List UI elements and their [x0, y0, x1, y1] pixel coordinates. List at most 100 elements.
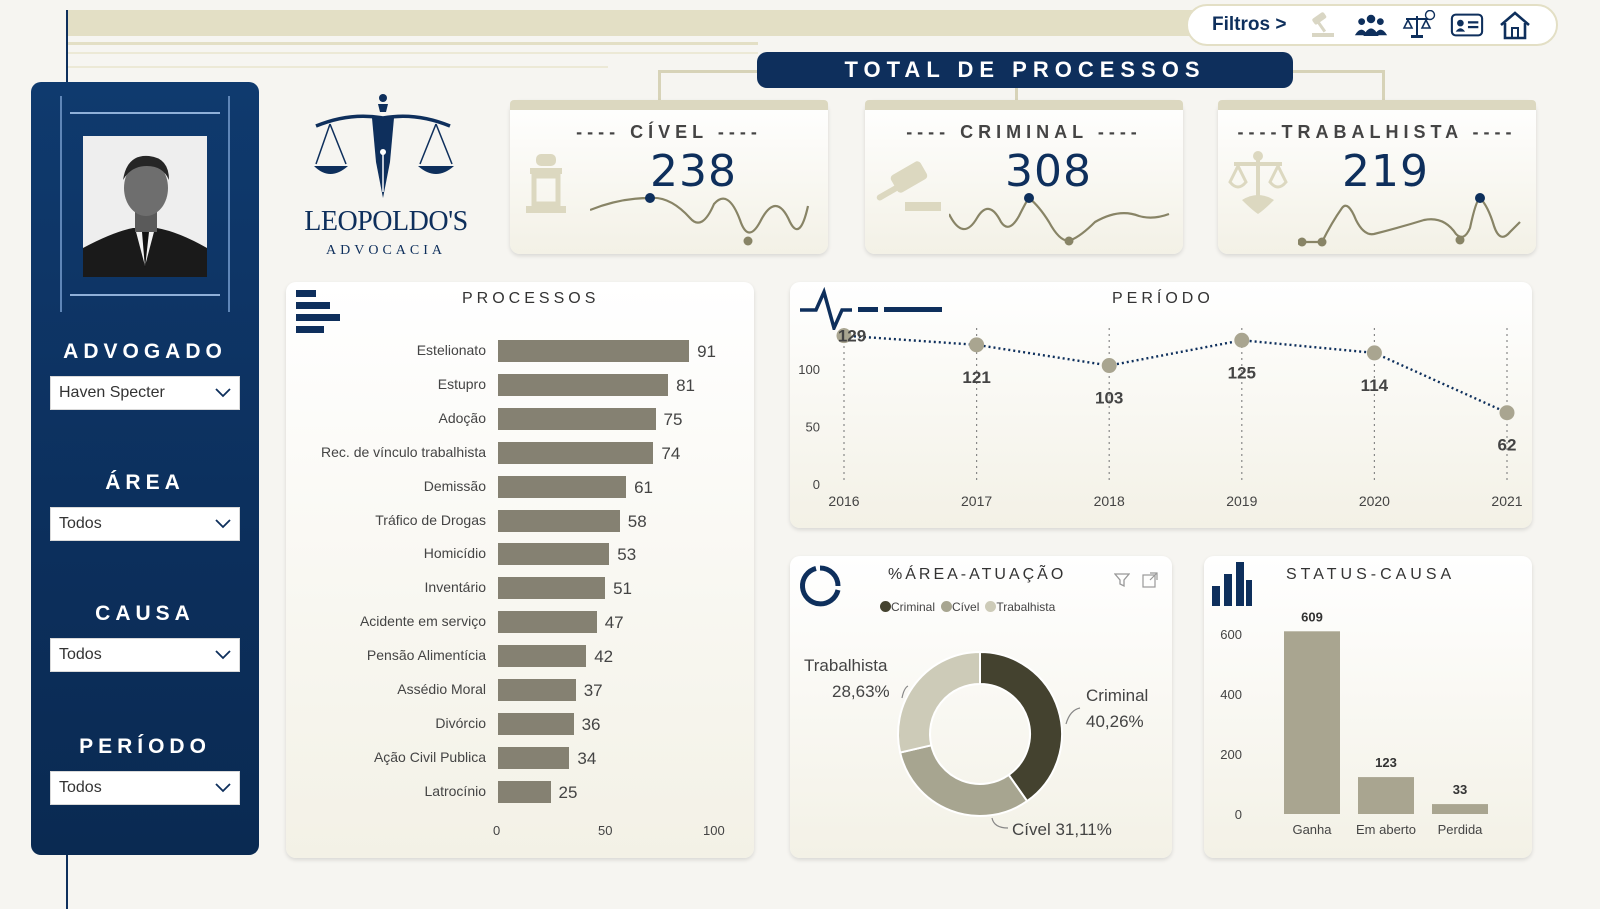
- bar-category-label: Adoção: [438, 409, 486, 426]
- bar-category-label: Estupro: [437, 375, 486, 392]
- kpi-value: 238: [650, 146, 737, 197]
- bar-value-label: 53: [617, 545, 637, 565]
- bar[interactable]: [498, 475, 627, 498]
- top-decor-line: [68, 52, 758, 54]
- advogado-label: ADVOGADO: [63, 340, 227, 363]
- data-label: 62: [1498, 436, 1517, 455]
- y-tick-label: 200: [1220, 747, 1242, 762]
- donut-chart-icon: [800, 565, 841, 607]
- bar[interactable]: [498, 679, 576, 701]
- filter-icon[interactable]: [1114, 572, 1130, 588]
- processos-chart-card: PROCESSOS Estelionato 91 Estupro 81 Adoção 75…: [286, 282, 754, 858]
- kpi-card-top-bar: [1218, 100, 1536, 110]
- legend-item[interactable]: Trabalhista: [985, 600, 1055, 614]
- data-point[interactable]: [969, 337, 985, 353]
- id-card-icon[interactable]: [1450, 10, 1484, 40]
- legend-swatch: [941, 601, 953, 612]
- advogado-dropdown[interactable]: Haven Specter: [50, 376, 240, 410]
- bar-category-label: Inventário: [424, 579, 486, 596]
- kpi-title: ---- CRIMINAL ----: [906, 122, 1142, 142]
- top-decor-line: [68, 42, 758, 45]
- bar[interactable]: [498, 373, 669, 396]
- bar[interactable]: [498, 441, 654, 464]
- bar[interactable]: [498, 509, 620, 532]
- bar[interactable]: [498, 712, 574, 735]
- donut-slice[interactable]: [897, 650, 981, 754]
- logo-subtitle: ADVOCACIA: [326, 243, 446, 258]
- bar-value-label: 81: [676, 375, 696, 395]
- x-tick-label: Em aberto: [1356, 822, 1416, 837]
- data-label: 121: [962, 368, 990, 387]
- heartbeat-line-icon: [800, 286, 942, 330]
- x-tick-label: 2019: [1226, 493, 1257, 509]
- donut-legend: Criminal Cível Trabalhista: [880, 600, 1055, 614]
- connector-line: [1292, 70, 1384, 73]
- bar-value-label: 123: [1375, 755, 1397, 770]
- legend-item[interactable]: Cível: [941, 600, 979, 614]
- bar[interactable]: [498, 407, 656, 430]
- bar-category-label: Homicídio: [423, 545, 486, 562]
- home-icon[interactable]: [1498, 10, 1532, 40]
- bar-value-label: 42: [594, 647, 614, 667]
- gavel-icon: [876, 161, 941, 211]
- causa-label: CAUSA: [95, 602, 195, 625]
- bar-value-label: 34: [577, 748, 597, 768]
- causa-dropdown[interactable]: Todos: [50, 638, 240, 672]
- kpi-card-civel: ---- CÍVEL ---- 238: [510, 100, 828, 254]
- legend-label: Trabalhista: [996, 600, 1056, 614]
- area-label: ÁREA: [105, 471, 185, 494]
- top-decor-line: [68, 66, 608, 68]
- legend-item[interactable]: Criminal: [880, 600, 935, 614]
- bar[interactable]: [498, 577, 606, 600]
- data-point[interactable]: [836, 328, 852, 344]
- bar[interactable]: [1432, 804, 1488, 814]
- bar-chart-icon: [296, 290, 340, 333]
- bar-category-label: Rec. de vínculo trabalhista: [321, 443, 486, 460]
- donut-slice[interactable]: [979, 650, 1063, 803]
- bar[interactable]: [1358, 777, 1414, 814]
- photo-frame-line: [70, 112, 220, 114]
- scales-person-icon: [1228, 151, 1288, 214]
- bar[interactable]: [498, 645, 587, 668]
- gavel-icon[interactable]: [1306, 10, 1340, 40]
- chevron-down-icon: [215, 650, 231, 660]
- lawyer-photo: [83, 136, 207, 277]
- data-point[interactable]: [1101, 358, 1117, 374]
- kpi-card-top-bar: [865, 100, 1183, 110]
- leader-line: [991, 817, 1009, 829]
- periodo-chart-card: PERÍODO 0 50 100 129 2016 121 2017 103 2018 125 20…: [790, 282, 1532, 528]
- scales-money-icon[interactable]: [1402, 10, 1436, 40]
- bar-value-label: 25: [558, 782, 578, 802]
- bar-value-label: 58: [627, 511, 647, 531]
- periodo-dropdown[interactable]: Todos: [50, 771, 240, 805]
- x-tick-label: 2017: [961, 493, 992, 509]
- data-point[interactable]: [1366, 345, 1382, 361]
- bar[interactable]: [498, 611, 597, 634]
- column-chart-icon: [1212, 562, 1252, 606]
- bar-value-label: 75: [663, 409, 683, 429]
- people-icon[interactable]: [1354, 10, 1388, 40]
- bar-category-label: Pensão Alimentícia: [366, 647, 486, 664]
- filters-link[interactable]: Filtros >: [1212, 14, 1287, 35]
- bar[interactable]: [1284, 631, 1340, 814]
- bar[interactable]: [498, 780, 551, 803]
- data-point[interactable]: [1234, 332, 1250, 348]
- kpi-title: ----TRABALHISTA ----: [1237, 122, 1517, 142]
- bar-value-label: 47: [604, 613, 624, 633]
- leader-line: [1065, 707, 1081, 725]
- donut-label-trabalhista: Trabalhista: [804, 656, 888, 675]
- area-dropdown[interactable]: Todos: [50, 507, 240, 541]
- area-atuacao-chart-card: %ÁREA-ATUAÇÃO Criminal Cível Trabalhista…: [790, 556, 1172, 858]
- periodo-line-chart: 0 50 100 129 2016 121 2017 103 2018 125 2019 114 202…: [798, 327, 1522, 509]
- bar-value-label: 36: [581, 714, 601, 734]
- bar-value-label: 33: [1453, 782, 1467, 797]
- bar-category-label: Estelionato: [416, 342, 486, 358]
- bar[interactable]: [498, 746, 570, 769]
- donut-slice[interactable]: [898, 744, 1029, 817]
- bar[interactable]: [498, 543, 610, 566]
- bar[interactable]: [498, 340, 690, 362]
- expand-icon[interactable]: [1142, 572, 1158, 588]
- x-tick-label: Ganha: [1292, 822, 1332, 837]
- donut-label-criminal: Criminal: [1086, 686, 1149, 705]
- data-point[interactable]: [1499, 405, 1515, 421]
